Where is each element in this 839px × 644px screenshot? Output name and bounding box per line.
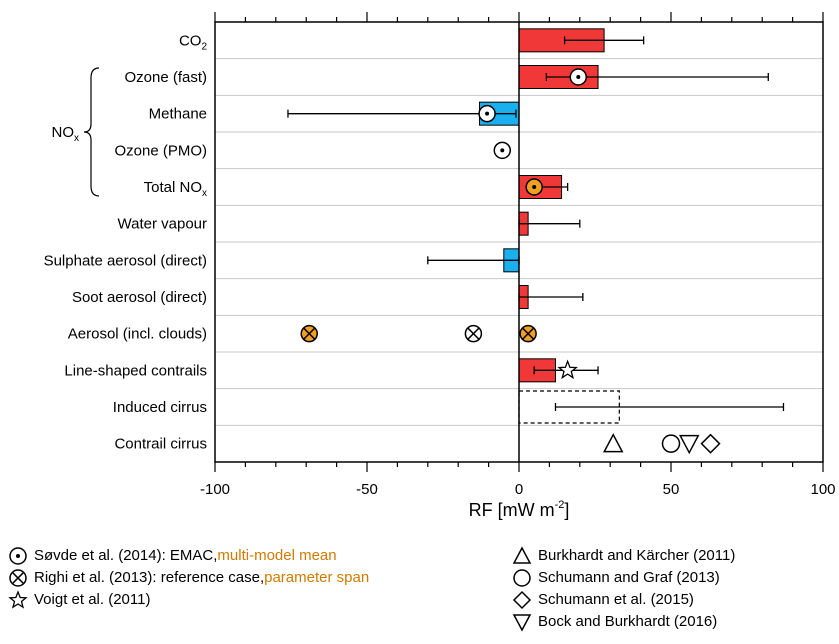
category-label: Ozone (PMO) [114,142,207,159]
burkhardt-marker [602,433,624,453]
legend-text: Voigt et al. (2011) [34,591,151,608]
voigt-marker [557,359,578,380]
category-label: CO2 [179,32,208,52]
x-tick-label: 0 [515,481,523,498]
legend-text: Søvde et al. (2014): EMAC, [34,547,218,564]
legend-item-voigt: Voigt et al. (2011) [8,589,369,611]
category-label: Contrail cirrus [114,436,207,453]
x-tick-label: -100 [200,481,230,498]
legend-text: Schumann et al. (2015) [538,591,694,608]
legend-text: Schumann and Graf (2013) [538,569,720,586]
legend-left: Søvde et al. (2014): EMAC, multi-model m… [8,545,369,611]
nox-group-label: NOx [52,124,80,144]
schumann-graf-marker [661,434,681,453]
legend-text: Righi et al. (2013): reference case, [34,569,265,586]
circle-dot-icon [9,547,27,565]
category-label: Total NOx [144,179,207,199]
sovde-marker-dot [485,111,490,116]
diamond-icon [512,590,532,610]
category-label: Induced cirrus [113,399,207,416]
righi-ref-marker-cross [467,327,480,340]
sovde-marker-dot [500,148,505,153]
sovde-mean-marker-dot [532,185,537,189]
triangle-down-icon [512,614,532,632]
category-label: Sulphate aerosol (direct) [44,252,207,269]
category-label: Soot aerosol (direct) [72,289,207,306]
star-icon [8,590,28,609]
righi-span-marker-cross [521,327,535,340]
x-tick-label: -50 [356,481,378,498]
bock-marker [678,434,700,455]
category-label: Aerosol (incl. clouds) [68,326,207,343]
rf-chart: -100 -50 0 50 100 RF [mW m-2] CO2 Ozone (fast) M… [44,12,836,520]
sovde-marker-dot [576,75,581,79]
legend-text-orange: multi-model mean [217,547,337,564]
x-tick-label: 100 [810,481,835,498]
legend-item-burkhardt: Burkhardt and Kärcher (2011) [512,545,735,567]
nox-brace [83,67,100,197]
category-label: Water vapour [118,216,207,233]
legend-right: Burkhardt and Kärcher (2011) Schumann an… [512,545,735,633]
legend-text: Burkhardt and Kärcher (2011) [538,547,736,564]
legend-text: Bock and Burkhardt (2016) [538,613,718,630]
x-axis-label: RF [mW m-2] [469,499,570,520]
category-label: Line-shaped contrails [64,362,207,379]
category-label: Methane [149,106,207,123]
legend-text-orange: parameter span [264,569,370,586]
legend-item-schumann-graf: Schumann and Graf (2013) [512,567,735,589]
category-label: Ozone (fast) [124,69,207,86]
legend-item-righi: Righi et al. (2013): reference case, par… [8,567,369,589]
schumann-2015-marker [700,433,721,454]
legend-item-bock: Bock and Burkhardt (2016) [512,611,735,633]
legend-item-sovde: Søvde et al. (2014): EMAC, multi-model m… [8,545,369,567]
x-tick-label: 50 [663,481,680,498]
righi-span-marker-cross [303,327,316,340]
legend-item-schumann-2015: Schumann et al. (2015) [512,589,735,611]
circle-cross-icon [9,569,27,587]
circle-icon [513,569,531,587]
triangle-up-icon [512,546,532,564]
